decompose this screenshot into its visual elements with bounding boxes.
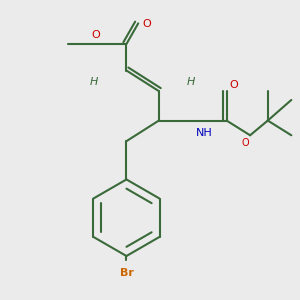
Text: O: O — [241, 138, 249, 148]
Text: O: O — [91, 30, 100, 40]
Text: H: H — [90, 77, 98, 87]
Text: O: O — [142, 19, 152, 29]
Text: H: H — [187, 77, 195, 87]
Text: Br: Br — [119, 268, 134, 278]
Text: NH: NH — [196, 128, 212, 138]
Text: O: O — [230, 80, 238, 90]
